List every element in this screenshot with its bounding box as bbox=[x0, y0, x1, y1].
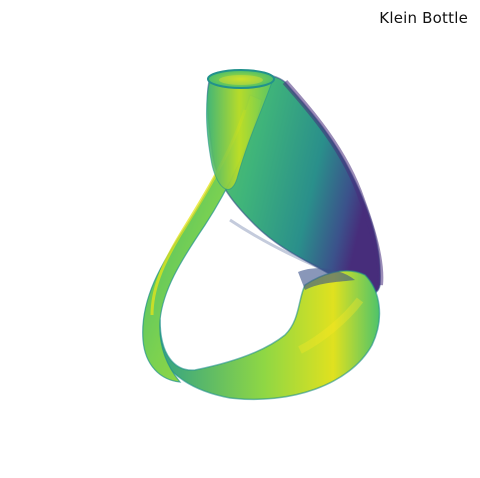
klein-bottle-lower-tube bbox=[148, 270, 381, 401]
klein-bottle-mouth bbox=[207, 69, 275, 89]
klein-bottle-neck bbox=[206, 79, 273, 190]
figure-title: Klein Bottle bbox=[379, 9, 468, 27]
